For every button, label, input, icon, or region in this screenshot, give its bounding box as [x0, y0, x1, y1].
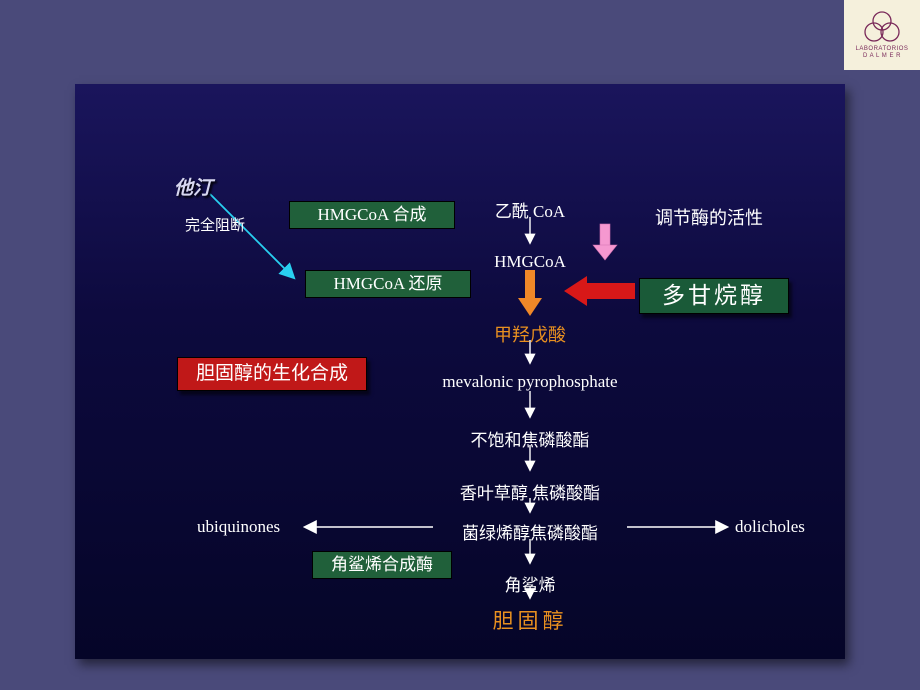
logo-badge: LABORATORIOS D A L M E R [844, 0, 920, 70]
node-mva: 甲羟戊酸 [430, 321, 630, 347]
node-squalene: 角鲨烯 [430, 571, 630, 596]
node-geranyl: 香叶草醇 焦磷酸酯 [405, 479, 655, 504]
statin-arrow [210, 194, 293, 277]
label-full-block: 完全阻断 [185, 214, 245, 235]
box-title: 胆固醇的生化合成 [177, 357, 367, 391]
node-farnesyl: 菌绿烯醇焦磷酸酯 [405, 519, 655, 544]
label-statin: 他汀 [174, 173, 212, 200]
node-hmgcoa: HMGCoA [430, 252, 630, 272]
box-squal-enz: 角鲨烯合成酶 [312, 551, 452, 579]
box-ppg: 多甘烷醇 [639, 278, 789, 314]
node-unsat: 不饱和焦磷酸酯 [405, 426, 655, 451]
label-regulate: 调节酶的活性 [655, 204, 763, 230]
logo-trefoil-icon [862, 10, 902, 44]
orange-down-arrow [518, 270, 542, 316]
label-dolicholes: dolicholes [735, 517, 805, 537]
box-hmg-reduct: HMGCoA 还原 [305, 270, 471, 298]
slide-canvas: 乙酰 CoA HMGCoA 甲羟戊酸 mevalonic pyrophospha… [75, 84, 845, 659]
node-mvpp: mevalonic pyrophosphate [375, 372, 685, 392]
node-cholesterol: 胆固醇 [430, 605, 630, 635]
box-hmg-synth: HMGCoA 合成 [289, 201, 455, 229]
logo-text-line1: LABORATORIOS [856, 46, 909, 53]
red-left-arrow [564, 276, 635, 306]
logo-text-line2: D A L M E R [856, 53, 909, 60]
label-ubiquinones: ubiquinones [197, 517, 280, 537]
logo-text: LABORATORIOS D A L M E R [856, 46, 909, 59]
node-acoa: 乙酰 CoA [430, 197, 630, 222]
